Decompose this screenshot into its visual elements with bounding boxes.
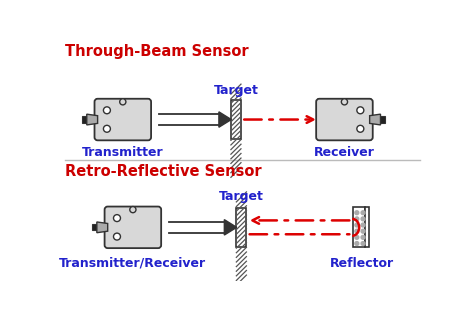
- Bar: [231, 100, 241, 139]
- Circle shape: [361, 242, 365, 246]
- FancyBboxPatch shape: [316, 99, 373, 140]
- Circle shape: [357, 125, 364, 132]
- Circle shape: [361, 235, 365, 239]
- Circle shape: [103, 125, 110, 132]
- Polygon shape: [370, 114, 381, 125]
- FancyBboxPatch shape: [105, 207, 161, 248]
- Circle shape: [113, 233, 120, 240]
- Circle shape: [361, 223, 365, 227]
- FancyBboxPatch shape: [94, 99, 151, 140]
- Polygon shape: [87, 114, 98, 125]
- Circle shape: [361, 229, 365, 233]
- Text: Through-Beam Sensor: Through-Beam Sensor: [65, 44, 249, 59]
- Text: Transmitter/Receiver: Transmitter/Receiver: [59, 257, 207, 270]
- Bar: [381, 117, 385, 123]
- Text: Transmitter: Transmitter: [82, 147, 164, 160]
- Circle shape: [103, 107, 110, 114]
- FancyArrow shape: [224, 220, 237, 235]
- Circle shape: [341, 99, 347, 105]
- Circle shape: [355, 242, 359, 246]
- Circle shape: [355, 229, 359, 233]
- Text: Receiver: Receiver: [314, 147, 375, 160]
- Bar: [237, 208, 246, 246]
- Circle shape: [355, 223, 359, 227]
- FancyArrow shape: [219, 112, 231, 127]
- Text: Target: Target: [213, 84, 258, 97]
- Text: Retro-Reflective Sensor: Retro-Reflective Sensor: [65, 164, 262, 179]
- Circle shape: [361, 211, 365, 215]
- Bar: [82, 117, 87, 123]
- Bar: [353, 207, 365, 247]
- Text: Reflector: Reflector: [329, 257, 393, 270]
- Bar: [365, 207, 369, 247]
- Bar: [237, 208, 246, 246]
- Bar: [92, 224, 97, 230]
- Circle shape: [357, 107, 364, 114]
- Circle shape: [355, 217, 359, 221]
- Text: Target: Target: [219, 190, 264, 204]
- Circle shape: [355, 211, 359, 215]
- Polygon shape: [97, 222, 108, 233]
- Circle shape: [130, 207, 136, 213]
- Circle shape: [120, 99, 126, 105]
- Bar: [231, 100, 241, 139]
- Circle shape: [113, 215, 120, 222]
- Circle shape: [361, 217, 365, 221]
- Circle shape: [355, 235, 359, 239]
